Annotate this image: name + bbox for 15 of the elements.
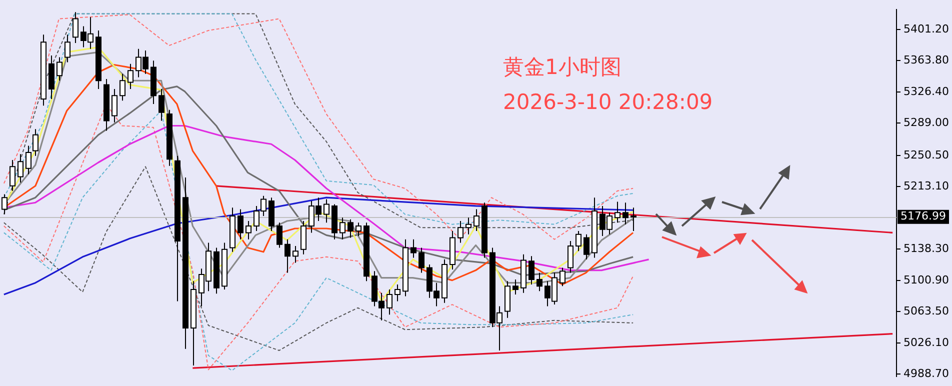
ref-line-label: 5176.99 (900, 210, 946, 223)
y-tick-label: 5213.10 (904, 180, 950, 193)
y-tick-label: 5138.30 (904, 242, 950, 256)
y-tick-label: 5401.20 (904, 22, 950, 36)
y-tick-label: 5363.80 (904, 54, 950, 67)
y-tick-label: 5100.90 (904, 273, 950, 286)
y-tick-label: 4988.70 (904, 367, 950, 380)
text: 黄金1小时图 (503, 55, 622, 79)
y-tick-label: 5063.50 (904, 304, 950, 318)
y-tick-label: 5026.10 (904, 336, 950, 349)
y-tick-label: 5289.00 (904, 116, 950, 130)
text: 2026-3-10 20:28:09 (503, 90, 713, 114)
line-series (3, 166, 634, 351)
y-tick-label: 5326.40 (904, 84, 950, 98)
y-tick-label: 5250.50 (904, 148, 950, 162)
